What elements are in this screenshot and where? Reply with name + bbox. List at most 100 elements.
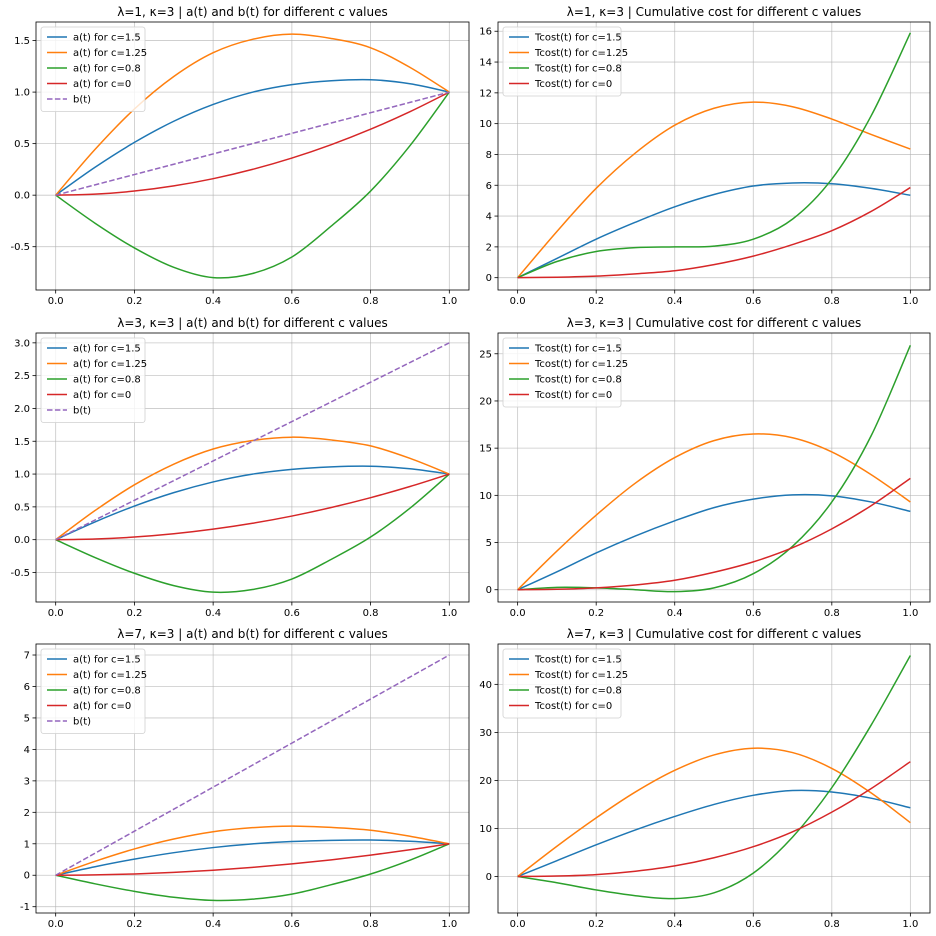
legend-label: Tcost(t) for c=1.5 [534, 33, 622, 44]
subplot-title: λ=1, κ=3 | a(t) and b(t) for different c… [117, 5, 388, 19]
x-tick-label: 0.2 [126, 919, 142, 930]
plot-area [517, 344, 912, 593]
series-line-1 [517, 493, 911, 591]
legend: a(t) for c=1.5 a(t) for c=1.25 a(t) for c=… [40, 337, 147, 423]
x-tick-label: 0.8 [363, 296, 379, 307]
subplot-title: λ=3, κ=3 | a(t) and b(t) for different c… [117, 316, 388, 330]
y-tick-label: 1.5 [14, 437, 30, 448]
grid [498, 644, 930, 913]
axes-frame [497, 21, 931, 291]
y-tick-label: 12 [479, 88, 492, 99]
legend-label: b(t) [73, 95, 91, 106]
y-tick-label: 15 [479, 444, 492, 455]
axes-frame [35, 21, 470, 291]
x-tick-label: 0.2 [588, 919, 604, 930]
y-tick-label: 14 [479, 58, 492, 69]
x-tick-label: 0.4 [205, 919, 221, 930]
legend-label: a(t) for c=0.8 [73, 64, 141, 75]
legend-label: Tcost(t) for c=1.25 [534, 359, 628, 370]
y-tick-label: 0 [24, 871, 30, 882]
subplot-2: λ=1, κ=3 | Cumulative cost for different… [479, 5, 931, 307]
series-line-3 [55, 91, 450, 279]
legend-label: a(t) for c=1.25 [73, 359, 147, 370]
x-tick-label: 0.6 [284, 608, 300, 619]
series-line-5 [55, 654, 450, 876]
x-tick-label: 0.0 [510, 608, 526, 619]
plot-area [517, 32, 912, 279]
legend-box [502, 648, 622, 719]
legend-box [502, 337, 622, 408]
x-tick-label: 0.0 [510, 919, 526, 930]
y-tick-label: 2.0 [14, 404, 30, 415]
x-tick-label: 0.2 [588, 608, 604, 619]
y-tick-label: 4 [24, 745, 30, 756]
legend-box [40, 337, 146, 423]
x-tick-label: 0.6 [745, 296, 761, 307]
y-tick-label: 30 [479, 728, 492, 739]
grid [498, 333, 930, 602]
series-line-2 [55, 436, 450, 541]
series-line-3 [517, 655, 912, 900]
x-tick-label: 0.2 [588, 296, 604, 307]
y-tick-label: 25 [479, 349, 492, 360]
x-tick-label: 0.4 [667, 608, 683, 619]
y-tick-label: 10 [479, 119, 492, 130]
series-line-4 [517, 761, 911, 878]
y-tick-label: 2 [24, 808, 30, 819]
series-line-4 [55, 473, 450, 541]
y-tick-label: 6 [24, 682, 30, 693]
y-tick-label: 0.0 [14, 191, 30, 202]
subplot-6: λ=7, κ=3 | Cumulative cost for different… [479, 627, 931, 930]
x-tick-label: 1.0 [441, 919, 457, 930]
x-tick-label: 0.4 [667, 296, 683, 307]
y-tick-label: 5 [486, 538, 492, 549]
axes-frame [497, 332, 931, 603]
series-line-1 [517, 182, 911, 279]
subplot-5: λ=7, κ=3 | a(t) and b(t) for different c… [20, 627, 470, 930]
legend: Tcost(t) for c=1.5 Tcost(t) for c=1.25 Tco… [502, 26, 628, 97]
series-line-2 [517, 433, 911, 591]
legend-label: a(t) for c=1.25 [73, 48, 147, 59]
x-tick-label: 0.4 [205, 296, 221, 307]
y-tick-label: 1.0 [14, 88, 30, 99]
legend-label: a(t) for c=0.8 [73, 686, 141, 697]
plot-area [55, 654, 450, 902]
series-line-1 [55, 465, 450, 541]
legend: a(t) for c=1.5 a(t) for c=1.25 a(t) for c=… [40, 26, 147, 112]
legend-label: a(t) for c=0 [73, 79, 131, 90]
legend-label: Tcost(t) for c=0 [534, 701, 612, 712]
x-tick-label: 0.0 [48, 296, 64, 307]
legend-label: a(t) for c=1.5 [73, 655, 141, 666]
y-tick-label: 10 [479, 491, 492, 502]
y-tick-label: 8 [486, 150, 492, 161]
series-line-3 [55, 473, 450, 594]
series-line-3 [55, 843, 450, 902]
y-tick-label: 1.5 [14, 36, 30, 47]
legend-label: Tcost(t) for c=1.5 [534, 655, 622, 666]
x-tick-label: 1.0 [441, 608, 457, 619]
subplot-title: λ=7, κ=3 | a(t) and b(t) for different c… [117, 627, 388, 641]
y-tick-label: 5 [24, 713, 30, 724]
legend-label: Tcost(t) for c=1.25 [534, 48, 628, 59]
x-tick-label: 1.0 [441, 296, 457, 307]
subplot-title: λ=7, κ=3 | Cumulative cost for different… [567, 627, 861, 641]
x-tick-label: 1.0 [902, 919, 918, 930]
y-tick-label: 1 [24, 839, 30, 850]
x-tick-label: 0.0 [48, 608, 64, 619]
legend-label: a(t) for c=1.5 [73, 33, 141, 44]
series-line-2 [517, 101, 911, 279]
x-tick-label: 0.6 [284, 919, 300, 930]
y-tick-label: 7 [24, 651, 30, 662]
y-tick-label: 16 [479, 27, 492, 38]
series-line-2 [55, 825, 450, 876]
legend-label: Tcost(t) for c=1.5 [534, 344, 622, 355]
y-tick-label: 0.5 [14, 502, 30, 513]
legend-label: Tcost(t) for c=0 [534, 79, 612, 90]
y-tick-label: 3 [24, 776, 30, 787]
plot-area [55, 33, 450, 279]
subplot-4: λ=3, κ=3 | Cumulative cost for different… [479, 316, 931, 619]
y-tick-label: 4 [486, 212, 492, 223]
legend-box [40, 648, 146, 734]
y-tick-label: -0.5 [10, 568, 30, 579]
